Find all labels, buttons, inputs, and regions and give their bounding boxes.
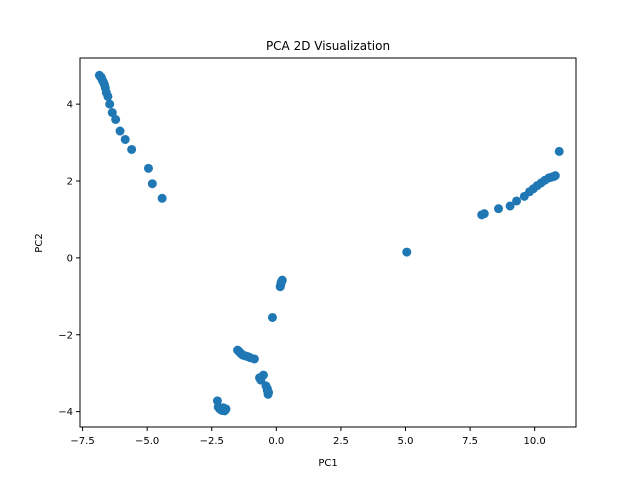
x-tick-label: 5.0	[398, 436, 414, 447]
data-point	[267, 312, 277, 322]
x-tick-label: −5.0	[135, 436, 159, 447]
y-axis-ticks: −4 −2 0 2 4	[58, 100, 80, 418]
chart-title: PCA 2D Visualization	[266, 39, 390, 53]
data-point	[103, 91, 113, 101]
data-point	[147, 179, 157, 189]
data-point	[111, 115, 121, 124]
data-point	[143, 163, 153, 173]
data-point	[105, 99, 115, 109]
x-tick-label: −2.5	[200, 436, 224, 447]
x-tick-label: 10.0	[524, 436, 546, 447]
y-tick-label: 4	[67, 100, 73, 111]
data-point	[505, 201, 515, 211]
data-point	[221, 404, 231, 414]
data-point	[479, 209, 489, 219]
y-tick-label: −4	[58, 407, 73, 418]
x-tick-label: 2.5	[333, 436, 349, 447]
x-axis-ticks: −7.5 −5.0 −2.5 0.0 2.5 5.0 7.5 10.0	[70, 427, 546, 447]
x-tick-label: −7.5	[70, 436, 94, 447]
data-point	[512, 196, 522, 206]
data-points	[94, 70, 564, 416]
data-point	[120, 134, 130, 144]
data-point	[107, 108, 117, 118]
data-point	[157, 193, 167, 203]
data-point	[127, 144, 137, 154]
y-axis-label: PC2	[34, 233, 45, 252]
data-point	[494, 204, 503, 214]
plot-frame	[79, 57, 577, 428]
y-tick-label: 0	[67, 253, 73, 264]
x-tick-label: 7.5	[462, 436, 478, 447]
y-tick-label: 2	[67, 177, 73, 188]
data-point	[554, 146, 564, 156]
x-axis-label: PC1	[318, 458, 337, 469]
data-point	[258, 370, 268, 380]
data-point	[550, 171, 560, 181]
x-tick-label: 0.0	[268, 436, 284, 447]
y-tick-label: −2	[58, 330, 73, 341]
data-point	[262, 385, 272, 395]
data-point	[115, 126, 125, 136]
data-point	[277, 275, 287, 285]
data-point	[249, 354, 259, 364]
data-point	[402, 247, 412, 257]
